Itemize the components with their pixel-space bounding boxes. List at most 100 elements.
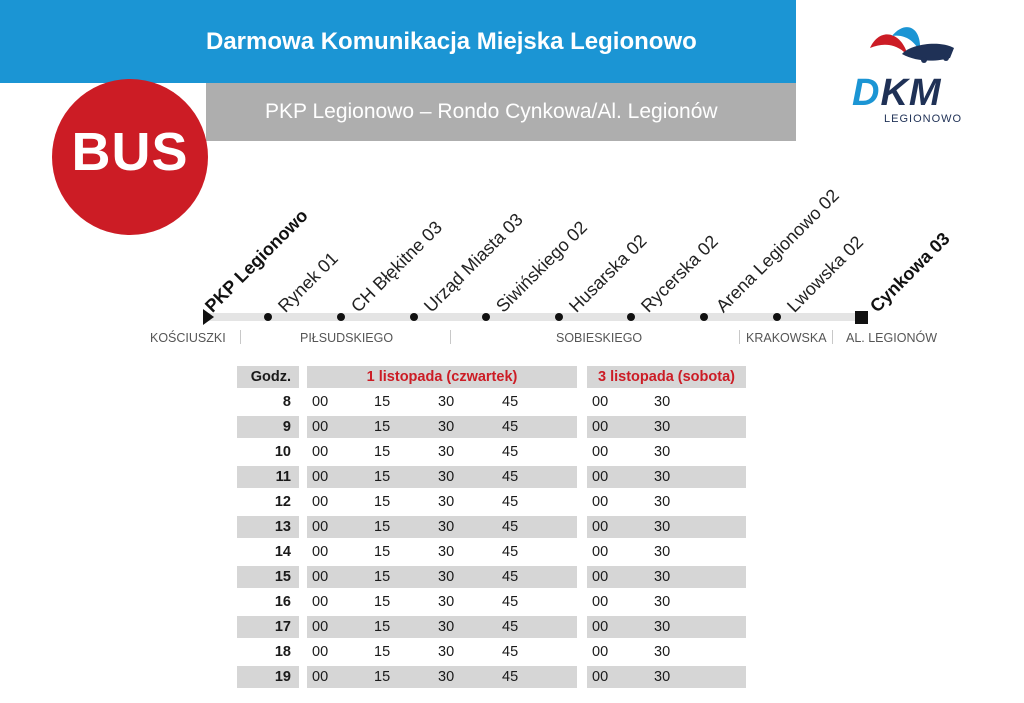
minute-value: 00 <box>312 494 329 510</box>
minute-value: 00 <box>312 544 329 560</box>
table-row: 10 00 15 30 45 00 30 <box>237 441 746 463</box>
minute-value: 00 <box>592 419 609 435</box>
minute-value: 00 <box>592 569 609 585</box>
hour-cell: 10 <box>274 444 291 460</box>
minute-value: 00 <box>592 644 609 660</box>
table-row: 14 00 15 30 45 00 30 <box>237 541 746 563</box>
minute-value: 15 <box>374 569 391 585</box>
minute-value: 30 <box>654 669 671 685</box>
dkm-logo-subtitle: LEGIONOWO <box>884 113 963 125</box>
minute-value: 15 <box>374 419 391 435</box>
route-line <box>206 313 862 321</box>
minute-value: 00 <box>592 669 609 685</box>
minute-value: 30 <box>654 544 671 560</box>
minute-value: 45 <box>502 619 519 635</box>
minute-value: 00 <box>592 444 609 460</box>
hour-cell: 13 <box>237 516 299 538</box>
stop-marker <box>410 313 418 321</box>
minute-value: 30 <box>438 644 455 660</box>
hour-cell: 18 <box>274 644 291 660</box>
minute-value: 00 <box>592 544 609 560</box>
minute-value: 00 <box>592 494 609 510</box>
minute-value: 30 <box>654 494 671 510</box>
header-bar <box>0 0 796 83</box>
minute-value: 15 <box>374 469 391 485</box>
minute-value: 45 <box>502 544 519 560</box>
minute-value: 45 <box>502 594 519 610</box>
dkm-logo-text: DKM <box>852 72 942 114</box>
minute-value: 00 <box>592 519 609 535</box>
minute-value: 30 <box>438 569 455 585</box>
timetable-header: Godz. 1 listopada (czwartek) 3 listopada… <box>237 366 746 388</box>
minute-value: 30 <box>654 519 671 535</box>
stop-marker <box>482 313 490 321</box>
table-row: 12 00 15 30 45 00 30 <box>237 491 746 513</box>
minute-value: 30 <box>438 669 455 685</box>
minute-value: 45 <box>502 669 519 685</box>
stop-marker-start <box>203 309 214 325</box>
minute-value: 00 <box>592 469 609 485</box>
minute-value: 45 <box>502 644 519 660</box>
stop-marker <box>700 313 708 321</box>
table-row: 19 00 15 30 45 00 30 <box>237 666 746 688</box>
timetable: Godz. 1 listopada (czwartek) 3 listopada… <box>237 363 746 691</box>
minute-value: 00 <box>312 669 329 685</box>
stop-marker <box>337 313 345 321</box>
hour-cell: 14 <box>274 544 291 560</box>
dkm-logo-icon <box>870 27 954 63</box>
minute-value: 15 <box>374 619 391 635</box>
table-row: 18 00 15 30 45 00 30 <box>237 641 746 663</box>
table-row: 17 00 15 30 45 00 30 <box>237 616 746 638</box>
minute-value: 30 <box>654 444 671 460</box>
minute-value: 15 <box>374 519 391 535</box>
hour-cell: 19 <box>237 666 299 688</box>
minute-value: 00 <box>312 569 329 585</box>
hour-cell: 17 <box>237 616 299 638</box>
minute-value: 00 <box>312 644 329 660</box>
stop-marker <box>773 313 781 321</box>
table-row: 16 00 15 30 45 00 30 <box>237 591 746 613</box>
minute-value: 15 <box>374 544 391 560</box>
table-row: 15 00 15 30 45 00 30 <box>237 566 746 588</box>
minute-value: 45 <box>502 394 519 410</box>
minute-value: 00 <box>592 394 609 410</box>
minute-value: 30 <box>654 594 671 610</box>
day2-header: 3 listopada (sobota) <box>587 366 746 388</box>
minute-value: 30 <box>438 594 455 610</box>
street-divider <box>832 330 833 344</box>
minute-value: 30 <box>438 469 455 485</box>
street-divider <box>739 330 740 344</box>
stop-label: Rynek 01 <box>274 248 342 317</box>
minute-value: 00 <box>312 619 329 635</box>
hour-column-header: Godz. <box>237 366 299 388</box>
stop-marker <box>555 313 563 321</box>
minute-value: 00 <box>312 469 329 485</box>
minute-value: 15 <box>374 594 391 610</box>
route-name: PKP Legionowo – Rondo Cynkowa/Al. Legion… <box>265 100 718 123</box>
minute-value: 30 <box>438 619 455 635</box>
minute-value: 30 <box>654 619 671 635</box>
minute-value: 45 <box>502 419 519 435</box>
minute-value: 15 <box>374 644 391 660</box>
stop-marker <box>264 313 272 321</box>
minute-value: 30 <box>654 394 671 410</box>
minute-value: 30 <box>438 444 455 460</box>
table-row: 9 00 15 30 45 00 30 <box>237 416 746 438</box>
minute-value: 00 <box>312 444 329 460</box>
street-name: AL. LEGIONÓW <box>846 331 937 345</box>
street-name: KRAKOWSKA <box>746 331 827 345</box>
minute-value: 45 <box>502 494 519 510</box>
minute-value: 45 <box>502 569 519 585</box>
minute-value: 15 <box>374 494 391 510</box>
minute-value: 00 <box>592 619 609 635</box>
street-divider <box>240 330 241 344</box>
minute-value: 15 <box>374 394 391 410</box>
minute-value: 00 <box>592 594 609 610</box>
street-name: KOŚCIUSZKI <box>150 331 226 345</box>
street-name: PIŁSUDSKIEGO <box>300 331 394 345</box>
bus-badge-label: BUS <box>71 122 189 182</box>
minute-value: 30 <box>438 419 455 435</box>
minute-value: 00 <box>312 594 329 610</box>
minute-value: 30 <box>438 494 455 510</box>
stop-marker-end <box>855 311 868 324</box>
